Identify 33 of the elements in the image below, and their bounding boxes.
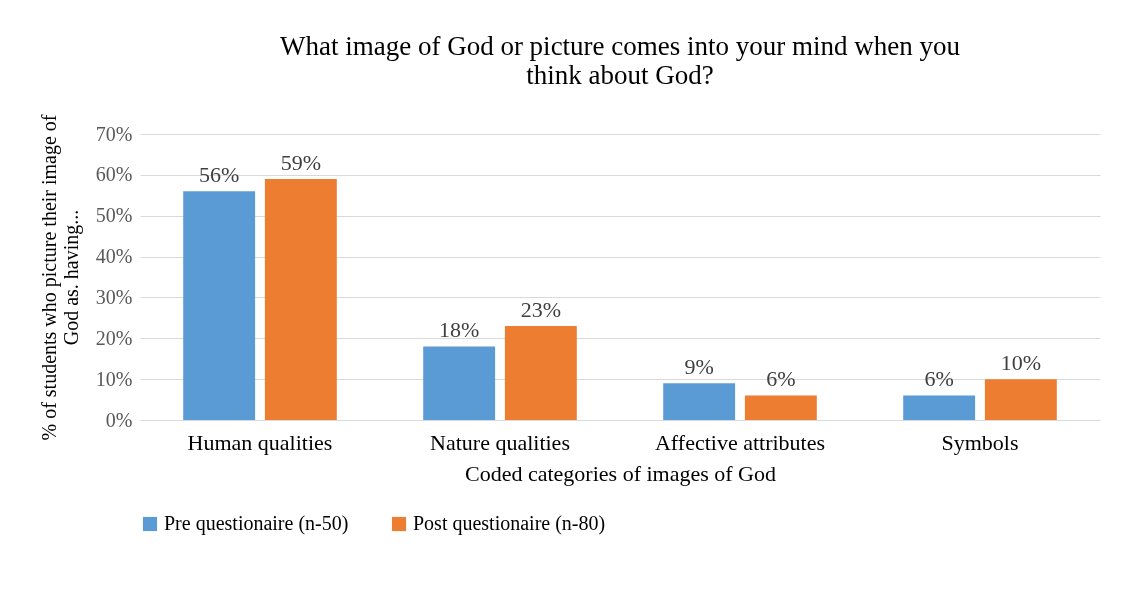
data-label: 18% (438, 317, 480, 343)
data-label: 6% (766, 366, 796, 392)
data-label: 10% (1000, 350, 1042, 376)
legend-label: Post questionaire (n-80) (413, 512, 606, 535)
bar (504, 326, 577, 420)
bar (183, 191, 256, 420)
x-tick-label: Affective attributes (654, 429, 826, 455)
y-tick-label: 50% (95, 204, 133, 227)
bar (663, 383, 736, 420)
legend-label: Pre questionaire (n-50) (164, 512, 349, 535)
bar (984, 379, 1057, 420)
x-tick-label: Symbols (941, 429, 1019, 455)
x-tick-label: Human qualities (187, 429, 333, 455)
bar (264, 178, 337, 420)
y-tick-label: 10% (95, 367, 133, 390)
data-label: 9% (684, 354, 714, 380)
y-tick-label: 20% (95, 326, 133, 349)
bar (423, 346, 496, 420)
y-tick-label: 0% (105, 408, 133, 431)
data-label: 59% (280, 149, 322, 175)
data-label: 6% (924, 366, 954, 392)
chart-title: What image of God or picture comes into your mind when you think about God? (279, 30, 961, 90)
y-tick-label: 40% (95, 245, 133, 268)
x-axis-title: Coded categories of images of God (465, 460, 776, 486)
bar (903, 395, 976, 420)
data-label: 23% (520, 297, 562, 323)
x-tick-label: Nature qualities (430, 429, 570, 455)
bar (744, 395, 817, 420)
y-tick-label: 60% (95, 163, 133, 186)
data-label: 56% (198, 162, 240, 188)
y-axis-title: % of students who picture their image of God as. having... (37, 114, 83, 441)
y-tick-label: 30% (95, 285, 133, 308)
y-tick-label: 70% (95, 122, 133, 145)
